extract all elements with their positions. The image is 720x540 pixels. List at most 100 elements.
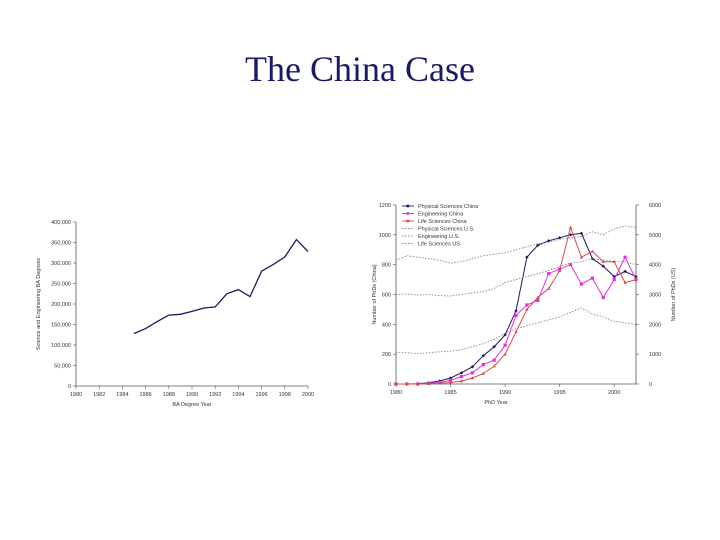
y2-tick-label: 0 [649, 382, 652, 388]
data-point [459, 379, 464, 383]
data-point [568, 233, 573, 237]
y-tick-label: 100,000 [51, 343, 71, 349]
data-point [536, 298, 540, 303]
x-tick-label: 1994 [232, 392, 244, 398]
legend-label: Engineering U.S. [418, 234, 460, 240]
legend-label: Physical Sciences U.S. [418, 227, 475, 233]
data-point [623, 269, 627, 274]
series-line [396, 232, 637, 385]
data-point [623, 280, 627, 284]
y2-axis-title: Number of PhDs (US) [671, 268, 677, 322]
data-point [416, 382, 420, 386]
data-point [459, 371, 464, 375]
y-tick-label: 300,000 [51, 261, 71, 267]
slide-title: The China Case [245, 49, 475, 89]
data-point [590, 249, 594, 253]
x-tick-label: 1986 [139, 392, 151, 398]
legend-marker [406, 219, 410, 223]
data-point [579, 282, 584, 286]
legend-label: Life Sciences US [418, 242, 460, 248]
data-point [536, 295, 540, 299]
series-line [396, 307, 637, 355]
data-point [623, 255, 627, 259]
data-point [492, 345, 496, 349]
data-point [547, 272, 551, 276]
data-point [525, 303, 529, 307]
x-axis-title: BA Degree Year [172, 402, 211, 408]
data-point [557, 236, 562, 240]
x-tick-label: 1996 [255, 392, 267, 398]
data-point [459, 374, 464, 379]
data-point [448, 380, 453, 384]
y-tick-label: 400 [382, 322, 391, 328]
data-point [547, 286, 551, 290]
x-tick-label: 2000 [608, 390, 620, 396]
y-tick-label: 50,000 [54, 364, 71, 370]
data-point [536, 243, 540, 247]
data-point [470, 376, 474, 380]
data-point [568, 263, 573, 267]
y2-tick-label: 1000 [649, 352, 661, 358]
data-point [568, 225, 573, 229]
y-tick-label: 1200 [379, 203, 391, 209]
data-point [492, 358, 496, 362]
y-tick-label: 0 [68, 384, 71, 390]
data-point [394, 382, 398, 386]
data-point [601, 264, 605, 268]
data-point [492, 364, 496, 368]
data-point [525, 255, 529, 259]
y-axis-title: Number of PhDs (China) [372, 264, 378, 324]
y-tick-label: 200,000 [51, 302, 71, 308]
data-point [579, 255, 584, 259]
data-point [601, 259, 605, 263]
data-point [470, 365, 475, 369]
y-tick-label: 350,000 [51, 241, 71, 247]
x-tick-label: 1980 [390, 390, 402, 396]
data-point [590, 276, 594, 280]
data-point [634, 277, 638, 281]
series-line [396, 256, 637, 385]
legend-label: Engineering China [418, 212, 464, 218]
series-line [395, 258, 637, 297]
x-tick-label: 1984 [116, 392, 128, 398]
y2-tick-label: 4000 [649, 263, 661, 269]
data-point [514, 313, 518, 317]
data-point [503, 343, 507, 347]
data-point [612, 259, 616, 263]
y-tick-label: 800 [382, 263, 391, 269]
y-tick-label: 250,000 [51, 282, 71, 288]
series-line [395, 225, 637, 264]
y-axis-title: Science and Engineering BA Degrees [36, 258, 42, 350]
x-tick-label: 1982 [93, 392, 105, 398]
x-tick-label: 1990 [186, 392, 198, 398]
y-tick-label: 200 [382, 352, 391, 358]
x-tick-label: 1988 [163, 392, 175, 398]
y-tick-label: 400,000 [51, 220, 71, 226]
x-tick-label: 1985 [444, 390, 456, 396]
legend-label: Physical Sciences China [418, 204, 479, 210]
y2-tick-label: 5000 [649, 233, 661, 239]
x-tick-label: 1992 [209, 392, 221, 398]
ba-degrees-line [133, 238, 309, 335]
data-point [481, 371, 485, 375]
data-point [514, 309, 518, 313]
data-point [547, 239, 551, 243]
data-point [470, 371, 474, 375]
y-tick-label: 1000 [379, 233, 391, 239]
data-point [612, 277, 616, 282]
data-point [503, 352, 507, 356]
data-point [514, 329, 518, 334]
x-tick-label: 1998 [279, 392, 291, 398]
legend-label: Life Sciences China [418, 219, 468, 225]
data-point [481, 363, 485, 367]
series-line [396, 225, 637, 385]
data-point [427, 381, 431, 385]
y-tick-label: 150,000 [51, 323, 71, 329]
data-point [448, 378, 453, 382]
data-point [481, 353, 485, 358]
y2-tick-label: 6000 [649, 203, 661, 209]
data-point [525, 307, 529, 311]
legend-marker [406, 212, 410, 215]
